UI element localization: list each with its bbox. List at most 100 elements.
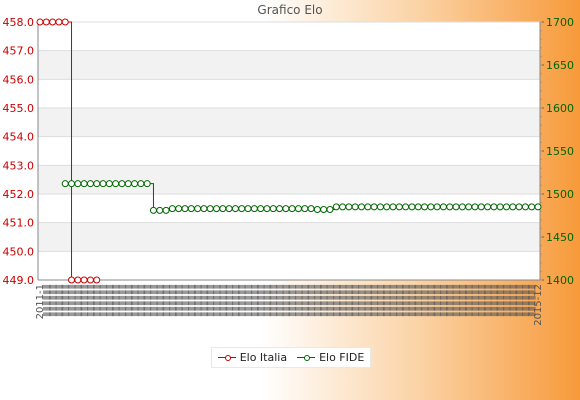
- data-point-elo-fide: [395, 203, 403, 211]
- x-tick-label: ▮▮▮▮▮▮: [432, 284, 443, 317]
- data-point-elo-fide: [345, 203, 353, 211]
- x-tick-label: ▮▮▮▮▮▮: [445, 284, 456, 317]
- x-tick-label: ▮▮▮▮▮▮: [155, 284, 166, 317]
- x-tick-label: ▮▮▮▮▮▮: [382, 284, 393, 317]
- data-point-elo-fide: [194, 205, 202, 213]
- y-left-tick-label: 449.0: [3, 274, 35, 287]
- data-point-elo-fide: [458, 203, 466, 211]
- x-tick-label: ▮▮▮▮▮▮: [54, 284, 65, 317]
- data-point-elo-fide: [162, 206, 170, 214]
- y-left-tick-label: 450.0: [3, 245, 35, 258]
- data-point-elo-fide: [294, 205, 302, 213]
- data-point-elo-fide: [484, 203, 492, 211]
- legend-item-elo-fide[interactable]: Elo FIDE: [297, 351, 364, 364]
- data-point-elo-italia: [68, 276, 76, 284]
- data-point-elo-fide: [131, 180, 139, 188]
- data-point-elo-fide: [250, 205, 258, 213]
- grid-band: [38, 50, 540, 80]
- y-left-tick-label: 451.0: [3, 217, 35, 230]
- x-tick-label: ▮▮▮▮▮▮: [338, 284, 349, 317]
- legend-item-elo-italia[interactable]: Elo Italia: [217, 351, 287, 364]
- x-tick-label: ▮▮▮▮▮▮: [136, 284, 147, 317]
- data-point-elo-italia: [93, 276, 101, 284]
- x-tick-label: ▮▮▮▮▮▮: [407, 284, 418, 317]
- data-point-elo-fide: [370, 203, 378, 211]
- x-tick-label: ▮▮▮▮▮▮: [495, 284, 506, 317]
- data-point-elo-fide: [86, 180, 94, 188]
- x-tick-label: ▮▮▮▮▮▮: [205, 284, 216, 317]
- grid-band: [38, 222, 540, 252]
- x-tick-label: ▮▮▮▮▮▮: [306, 284, 317, 317]
- x-tick-label: ▮▮▮▮▮▮: [79, 284, 90, 317]
- data-point-elo-fide: [465, 203, 473, 211]
- data-point-elo-fide: [357, 203, 365, 211]
- data-point-elo-fide: [118, 180, 126, 188]
- data-point-elo-fide: [99, 180, 107, 188]
- x-tick-label: ▮▮▮▮▮▮: [527, 284, 538, 317]
- x-tick-label: ▮▮▮▮▮▮: [287, 284, 298, 317]
- data-point-elo-fide: [408, 203, 416, 211]
- data-point-elo-fide: [402, 203, 410, 211]
- data-point-elo-fide: [225, 205, 233, 213]
- data-point-elo-fide: [68, 180, 76, 188]
- x-tick-label: ▮▮▮▮▮▮: [369, 284, 380, 317]
- data-point-elo-fide: [446, 203, 454, 211]
- x-tick-label: ▮▮▮▮▮▮: [300, 284, 311, 317]
- data-point-elo-fide: [320, 205, 328, 213]
- data-point-elo-fide: [509, 203, 517, 211]
- x-tick-label: ▮▮▮▮▮▮: [41, 284, 52, 317]
- x-tick-label: ▮▮▮▮▮▮: [123, 284, 134, 317]
- x-tick-label: ▮▮▮▮▮▮: [148, 284, 159, 317]
- y-right-tick-label: 1650: [546, 59, 574, 72]
- x-tick-label: ▮▮▮▮▮▮: [356, 284, 367, 317]
- x-tick-label: ▮▮▮▮▮▮: [325, 284, 336, 317]
- x-tick-label: ▮▮▮▮▮▮: [161, 284, 172, 317]
- data-point-elo-fide: [282, 205, 290, 213]
- data-point-elo-fide: [231, 205, 239, 213]
- x-tick-label: ▮▮▮▮▮▮: [394, 284, 405, 317]
- x-tick-label: ▮▮▮▮▮▮: [476, 284, 487, 317]
- x-tick-label: ▮▮▮▮▮▮: [293, 284, 304, 317]
- data-point-elo-fide: [433, 203, 441, 211]
- data-point-elo-fide: [257, 205, 265, 213]
- y-right-tick-label: 1700: [546, 16, 574, 29]
- x-tick-label: ▮▮▮▮▮▮: [224, 284, 235, 317]
- legend-swatch-elo-italia: [217, 353, 236, 363]
- y-right-tick-label: 1500: [546, 188, 574, 201]
- data-point-elo-italia: [49, 18, 57, 26]
- x-tick-label: ▮▮▮▮▮▮: [218, 284, 229, 317]
- data-point-elo-fide: [288, 205, 296, 213]
- x-tick-label: ▮▮▮▮▮▮: [92, 284, 103, 317]
- data-point-elo-fide: [93, 180, 101, 188]
- data-point-elo-fide: [502, 203, 510, 211]
- x-tick-label: ▮▮▮▮▮▮: [249, 284, 260, 317]
- x-tick-label: ▮▮▮▮▮▮: [489, 284, 500, 317]
- data-point-elo-fide: [307, 205, 315, 213]
- y-left-tick-label: 457.0: [3, 45, 35, 58]
- data-point-elo-fide: [376, 203, 384, 211]
- data-point-elo-italia: [86, 276, 94, 284]
- x-tick-label: ▮▮▮▮▮▮: [180, 284, 191, 317]
- data-point-elo-fide: [175, 205, 183, 213]
- x-tick-label: ▮▮▮▮▮▮: [67, 284, 78, 317]
- data-point-elo-fide: [332, 203, 340, 211]
- data-point-elo-fide: [61, 180, 69, 188]
- x-tick-label: ▮▮▮▮▮▮: [483, 284, 494, 317]
- data-point-elo-fide: [238, 205, 246, 213]
- x-tick-label: 2011-1: [35, 284, 46, 319]
- x-tick-label: ▮▮▮▮▮▮: [85, 284, 96, 317]
- data-point-elo-fide: [452, 203, 460, 211]
- x-tick-label: ▮▮▮▮▮▮: [420, 284, 431, 317]
- x-tick-label: ▮▮▮▮▮▮: [350, 284, 361, 317]
- x-tick-label: ▮▮▮▮▮▮: [464, 284, 475, 317]
- data-point-elo-fide: [143, 180, 151, 188]
- x-tick-label: ▮▮▮▮▮▮: [262, 284, 273, 317]
- data-point-elo-fide: [206, 205, 214, 213]
- data-point-elo-fide: [219, 205, 227, 213]
- x-tick-label: ▮▮▮▮▮▮: [275, 284, 286, 317]
- x-tick-label: ▮▮▮▮▮▮: [470, 284, 481, 317]
- x-tick-label: ▮▮▮▮▮▮: [237, 284, 248, 317]
- x-tick-label: ▮▮▮▮▮▮: [98, 284, 109, 317]
- data-point-elo-fide: [339, 203, 347, 211]
